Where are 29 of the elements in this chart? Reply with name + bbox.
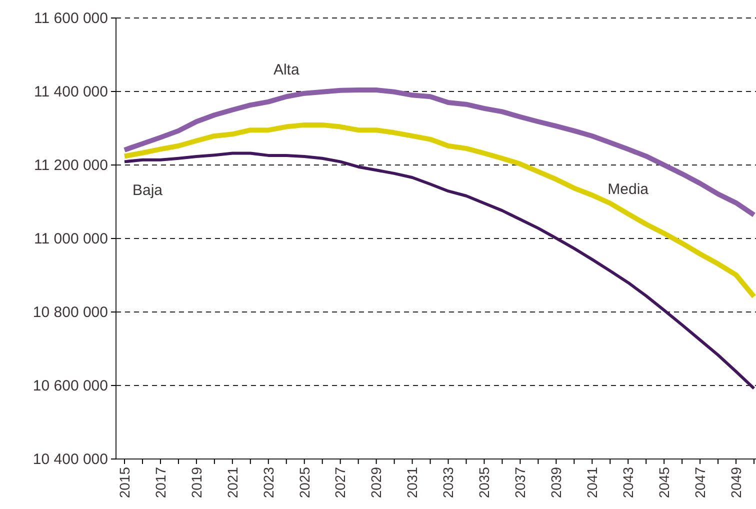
x-tick-label: 2049 [728, 466, 744, 498]
series-label: Media [608, 180, 650, 198]
x-tick-label: 2045 [656, 466, 672, 498]
series-label: Baja [132, 182, 164, 199]
x-tick-label: 2047 [692, 466, 708, 498]
y-tick-label: 11 400 000 [34, 83, 108, 100]
x-tick-label: 2043 [620, 466, 636, 498]
x-tick-label: 2023 [260, 466, 276, 498]
x-tick-label: 2035 [476, 466, 492, 498]
y-tick-label: 10 800 000 [32, 304, 108, 321]
y-tick-label: 11 600 000 [34, 10, 108, 27]
x-tick-label: 2025 [296, 466, 312, 498]
x-tick-label: 2039 [548, 466, 564, 498]
y-tick-label: 11 200 000 [34, 156, 108, 174]
line-series [123, 152, 756, 390]
x-tick-label: 2019 [188, 466, 204, 498]
y-tick-label: 11 000 000 [34, 230, 108, 248]
x-tick-label: 2027 [332, 466, 348, 498]
x-tick-label: 2029 [368, 466, 384, 498]
x-tick-label: 2041 [584, 466, 600, 498]
x-tick-label: 2033 [440, 466, 456, 498]
x-tick-label: 2021 [224, 466, 240, 498]
series-label: Alta [273, 62, 300, 79]
y-tick-label: 10 600 000 [32, 377, 108, 394]
y-tick-label: 10 400 000 [32, 450, 108, 468]
x-tick-label: 2015 [116, 466, 132, 498]
x-tick-label: 2031 [404, 466, 420, 498]
x-tick-label: 2037 [512, 466, 528, 498]
x-tick-label: 2017 [152, 466, 168, 498]
